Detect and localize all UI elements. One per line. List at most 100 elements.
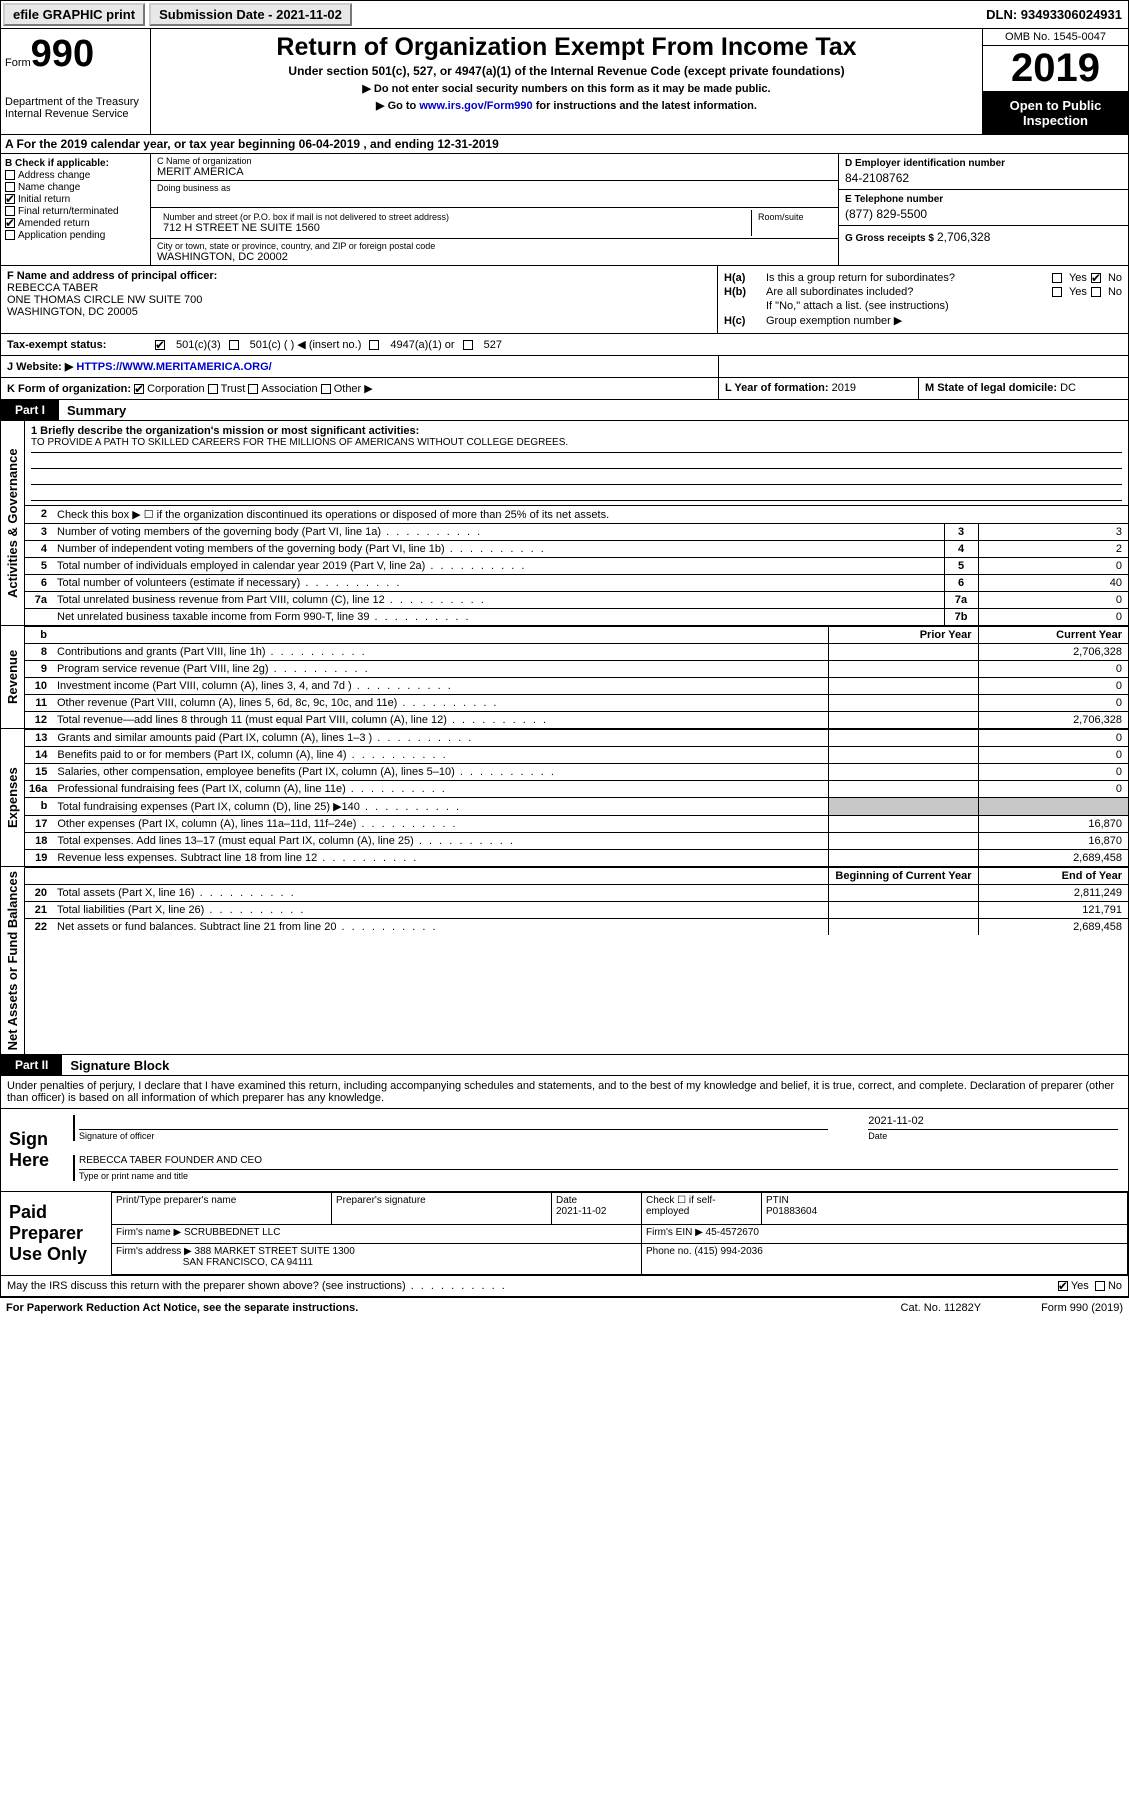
chk-other[interactable] xyxy=(321,384,331,394)
self-employed-check[interactable]: Check ☐ if self-employed xyxy=(642,1193,762,1225)
prep-name-label: Print/Type preparer's name xyxy=(112,1193,332,1225)
line-num: 8 xyxy=(25,644,53,661)
part1-tab: Part I xyxy=(1,400,59,420)
officer-name: REBECCA TABER xyxy=(7,282,711,294)
officer-addr1: ONE THOMAS CIRCLE NW SUITE 700 xyxy=(7,294,711,306)
officer-signature-line: Signature of officer xyxy=(79,1129,828,1141)
discuss-yes[interactable] xyxy=(1058,1281,1068,1291)
chk-501c[interactable] xyxy=(229,340,239,350)
line-text: Salaries, other compensation, employee b… xyxy=(53,764,828,781)
line-num: 3 xyxy=(25,524,53,541)
chk-address-change[interactable] xyxy=(5,170,15,180)
form-title: Return of Organization Exempt From Incom… xyxy=(161,33,972,62)
prior-year-amt xyxy=(828,695,978,712)
part2-title: Signature Block xyxy=(62,1058,169,1073)
line-num: 6 xyxy=(25,575,53,592)
chk-name-change[interactable] xyxy=(5,182,15,192)
line-text: Grants and similar amounts paid (Part IX… xyxy=(53,730,828,747)
top-toolbar: efile GRAPHIC print Submission Date - 20… xyxy=(0,0,1129,29)
form-word: Form xyxy=(5,57,31,69)
ein-label: D Employer identification number xyxy=(845,158,1122,169)
vlabel-netassets: Net Assets or Fund Balances xyxy=(1,867,25,1054)
page-footer: For Paperwork Reduction Act Notice, see … xyxy=(0,1297,1129,1318)
line-text: Other expenses (Part IX, column (A), lin… xyxy=(53,816,828,833)
line-value: 2 xyxy=(978,541,1128,558)
chk-association[interactable] xyxy=(248,384,258,394)
prior-year-amt xyxy=(828,747,978,764)
irs-form990-link[interactable]: www.irs.gov/Form990 xyxy=(419,100,532,112)
line-num xyxy=(25,609,53,626)
perjury-statement: Under penalties of perjury, I declare th… xyxy=(0,1076,1129,1109)
line-num: 22 xyxy=(25,919,53,936)
part2-header: Part II Signature Block xyxy=(0,1055,1129,1076)
line-num: 9 xyxy=(25,661,53,678)
line-code: 6 xyxy=(944,575,978,592)
current-year-amt: 0 xyxy=(978,781,1128,798)
line-num: 13 xyxy=(25,730,53,747)
org-website-link[interactable]: HTTPS://WWW.MERITAMERICA.ORG/ xyxy=(76,361,271,373)
chk-501c3[interactable] xyxy=(155,340,165,350)
current-year-amt: 2,689,458 xyxy=(978,919,1128,936)
line-num: 16a xyxy=(25,781,53,798)
chk-initial-return[interactable] xyxy=(5,194,15,204)
line-num: 20 xyxy=(25,885,53,902)
line-text: Number of voting members of the governin… xyxy=(53,524,944,541)
line-value: 40 xyxy=(978,575,1128,592)
current-year-amt: 16,870 xyxy=(978,833,1128,850)
current-year-amt: 2,811,249 xyxy=(978,885,1128,902)
current-year-amt: 0 xyxy=(978,695,1128,712)
ptin-value: P01883604 xyxy=(766,1206,817,1217)
prior-year-amt xyxy=(828,644,978,661)
chk-final-return[interactable] xyxy=(5,206,15,216)
chk-trust[interactable] xyxy=(208,384,218,394)
ha-no[interactable] xyxy=(1091,273,1101,283)
dln-text: DLN: 93493306024931 xyxy=(986,7,1128,22)
chk-4947[interactable] xyxy=(369,340,379,350)
form-subtitle: Under section 501(c), 527, or 4947(a)(1)… xyxy=(161,64,972,78)
prior-year-amt xyxy=(828,661,978,678)
chk-527[interactable] xyxy=(463,340,473,350)
current-year-amt xyxy=(978,798,1128,816)
expenses-table: 13 Grants and similar amounts paid (Part… xyxy=(25,729,1128,866)
line-text: Net unrelated business taxable income fr… xyxy=(53,609,944,626)
ha-yes[interactable] xyxy=(1052,273,1062,283)
hb-yes[interactable] xyxy=(1052,287,1062,297)
chk-amended-return[interactable] xyxy=(5,218,15,228)
chk-corporation[interactable] xyxy=(134,384,144,394)
line-value: 0 xyxy=(978,592,1128,609)
discuss-no[interactable] xyxy=(1095,1281,1105,1291)
form-number: 990 xyxy=(31,33,94,75)
prior-year-amt xyxy=(828,712,978,729)
efile-print-button[interactable]: efile GRAPHIC print xyxy=(3,3,145,26)
current-year-amt: 2,689,458 xyxy=(978,850,1128,867)
instr-no-ssn: ▶ Do not enter social security numbers o… xyxy=(161,82,972,95)
inspection-label: Inspection xyxy=(987,113,1124,128)
b-label: B Check if applicable: xyxy=(5,158,146,169)
sign-date-label: Date xyxy=(868,1129,1118,1141)
tax-year-period: A For the 2019 calendar year, or tax yea… xyxy=(0,135,1129,154)
line-text: Total expenses. Add lines 13–17 (must eq… xyxy=(53,833,828,850)
line-num: 5 xyxy=(25,558,53,575)
submission-date-button[interactable]: Submission Date - 2021-11-02 xyxy=(149,3,352,26)
firm-ein: 45-4572670 xyxy=(706,1227,759,1238)
line-num: 21 xyxy=(25,902,53,919)
dept-treasury: Department of the Treasury xyxy=(5,96,146,108)
line-text: Program service revenue (Part VIII, line… xyxy=(53,661,828,678)
line-code: 3 xyxy=(944,524,978,541)
mission-question: 1 Briefly describe the organization's mi… xyxy=(31,425,1122,437)
line-num: b xyxy=(25,798,53,816)
prior-year-amt xyxy=(828,781,978,798)
mission-text: TO PROVIDE A PATH TO SKILLED CAREERS FOR… xyxy=(31,437,1122,453)
chk-app-pending[interactable] xyxy=(5,230,15,240)
firm-name: SCRUBBEDNET LLC xyxy=(184,1227,281,1238)
state-domicile: DC xyxy=(1060,382,1076,394)
dba-value xyxy=(157,193,832,205)
hb-no[interactable] xyxy=(1091,287,1101,297)
line-text: Total revenue—add lines 8 through 11 (mu… xyxy=(53,712,828,729)
form-footer-label: Form 990 (2019) xyxy=(1041,1302,1123,1314)
cat-no: Cat. No. 11282Y xyxy=(901,1302,982,1314)
org-name: MERIT AMERICA xyxy=(157,166,832,178)
year-formation: 2019 xyxy=(832,382,856,394)
current-year-amt: 0 xyxy=(978,747,1128,764)
line-text: Total assets (Part X, line 16) xyxy=(53,885,828,902)
